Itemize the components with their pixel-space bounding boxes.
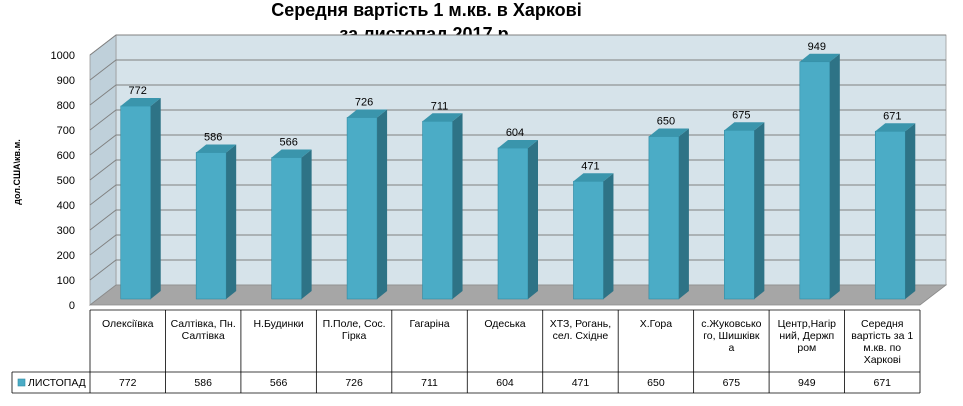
x-tick-label: Х.Гора xyxy=(640,318,673,330)
x-tick-label: Гагаріна xyxy=(409,318,449,330)
y-tick-label: 500 xyxy=(57,175,75,187)
bar-side xyxy=(829,53,840,299)
bar xyxy=(648,128,689,300)
x-tick-label: Олексіївка xyxy=(102,318,154,330)
data-label: 726 xyxy=(355,97,373,109)
x-tick-label: П.Поле, Сос. Гірка xyxy=(323,318,386,342)
data-label: 566 xyxy=(279,137,297,149)
y-tick-label: 600 xyxy=(57,150,75,162)
x-tick-label: с.Жуковсько го, Шишківк а xyxy=(701,318,761,354)
y-tick-label: 800 xyxy=(57,100,75,112)
data-label: 604 xyxy=(506,127,524,139)
bar-side xyxy=(452,113,463,299)
bar-top xyxy=(498,140,538,148)
bar-front xyxy=(271,157,302,300)
bar-top xyxy=(347,109,388,118)
bar-top xyxy=(271,149,312,158)
bar-top xyxy=(196,144,237,153)
legend-series-name: ЛИСТОПАД xyxy=(28,377,86,389)
bar-front xyxy=(724,129,755,300)
bar xyxy=(120,98,161,300)
bar-top xyxy=(422,113,463,122)
data-label: 711 xyxy=(431,100,449,112)
bar-front xyxy=(648,136,680,300)
x-tick-label: Одеська xyxy=(484,318,525,330)
bar xyxy=(346,109,388,300)
bar-front xyxy=(120,105,152,300)
table-value: 675 xyxy=(723,377,741,389)
bar-top xyxy=(724,122,765,131)
x-tick-label: Середня вартість за 1 м.кв. по Харкові xyxy=(851,318,913,366)
bar-side xyxy=(226,144,237,299)
bar-top xyxy=(120,98,161,106)
y-tick-label: 400 xyxy=(57,200,75,212)
data-label: 675 xyxy=(732,109,750,121)
bar-side xyxy=(678,128,689,299)
data-label: 650 xyxy=(657,116,675,128)
y-tick-label: 100 xyxy=(57,275,75,287)
table-value: 650 xyxy=(647,377,665,389)
bar-front xyxy=(573,180,604,300)
bar-side xyxy=(603,173,614,299)
bar xyxy=(724,122,765,300)
table-value: 566 xyxy=(270,377,288,389)
bar-top xyxy=(573,173,614,182)
bar-side xyxy=(301,149,312,299)
bar-side xyxy=(150,98,161,299)
bar-side xyxy=(377,109,388,299)
bar xyxy=(271,149,312,300)
y-tick-label: 200 xyxy=(57,250,75,262)
bar xyxy=(799,53,840,300)
data-label: 772 xyxy=(129,85,147,97)
bar-front xyxy=(497,147,529,300)
y-tick-label: 700 xyxy=(57,125,75,137)
bar-side xyxy=(528,140,538,299)
x-tick-label: Центр,Нагір ний, Держп ром xyxy=(778,318,837,354)
bar-front xyxy=(799,61,831,300)
data-label: 471 xyxy=(581,160,599,172)
legend-key xyxy=(17,378,26,387)
y-tick-label: 300 xyxy=(57,225,75,237)
data-label: 671 xyxy=(883,110,901,122)
table-value: 604 xyxy=(496,377,514,389)
table-value: 671 xyxy=(874,377,892,389)
table-value: 726 xyxy=(345,377,363,389)
bar-front xyxy=(346,117,378,300)
data-label: 586 xyxy=(204,132,222,144)
y-axis-label: дол.США\кв.м. xyxy=(12,139,22,204)
bar-front xyxy=(195,152,227,300)
bar-top xyxy=(875,123,916,132)
bar-front xyxy=(422,120,453,300)
y-tick-label: 0 xyxy=(69,300,75,312)
table-value: 586 xyxy=(194,377,212,389)
bar xyxy=(195,144,237,300)
bar xyxy=(874,123,916,300)
bar-top xyxy=(799,53,840,62)
x-tick-label: ХТЗ, Рогань, сел. Східне xyxy=(550,318,611,342)
gridline xyxy=(89,34,946,56)
y-tick-label: 1000 xyxy=(51,50,75,62)
chart-title: Середня вартість 1 м.кв. в Харкові xyxy=(271,0,582,20)
gridline xyxy=(89,109,946,131)
data-label: 949 xyxy=(808,41,826,53)
y-tick-label: 900 xyxy=(57,75,75,87)
table-value: 949 xyxy=(798,377,816,389)
bar xyxy=(573,173,614,300)
gridline xyxy=(89,84,946,106)
bar-front xyxy=(874,130,906,300)
table-value: 772 xyxy=(119,377,137,389)
table-value: 471 xyxy=(572,377,590,389)
x-tick-label: Салтівка, Пн. Салтівка xyxy=(171,318,236,342)
bar-side xyxy=(754,122,765,299)
bar xyxy=(497,140,538,300)
x-tick-label: Н.Будинки xyxy=(253,318,303,330)
bar xyxy=(422,113,463,300)
bar-side xyxy=(905,123,916,299)
table-value: 711 xyxy=(421,377,438,389)
gridline xyxy=(89,59,946,81)
bar-top xyxy=(648,128,689,137)
